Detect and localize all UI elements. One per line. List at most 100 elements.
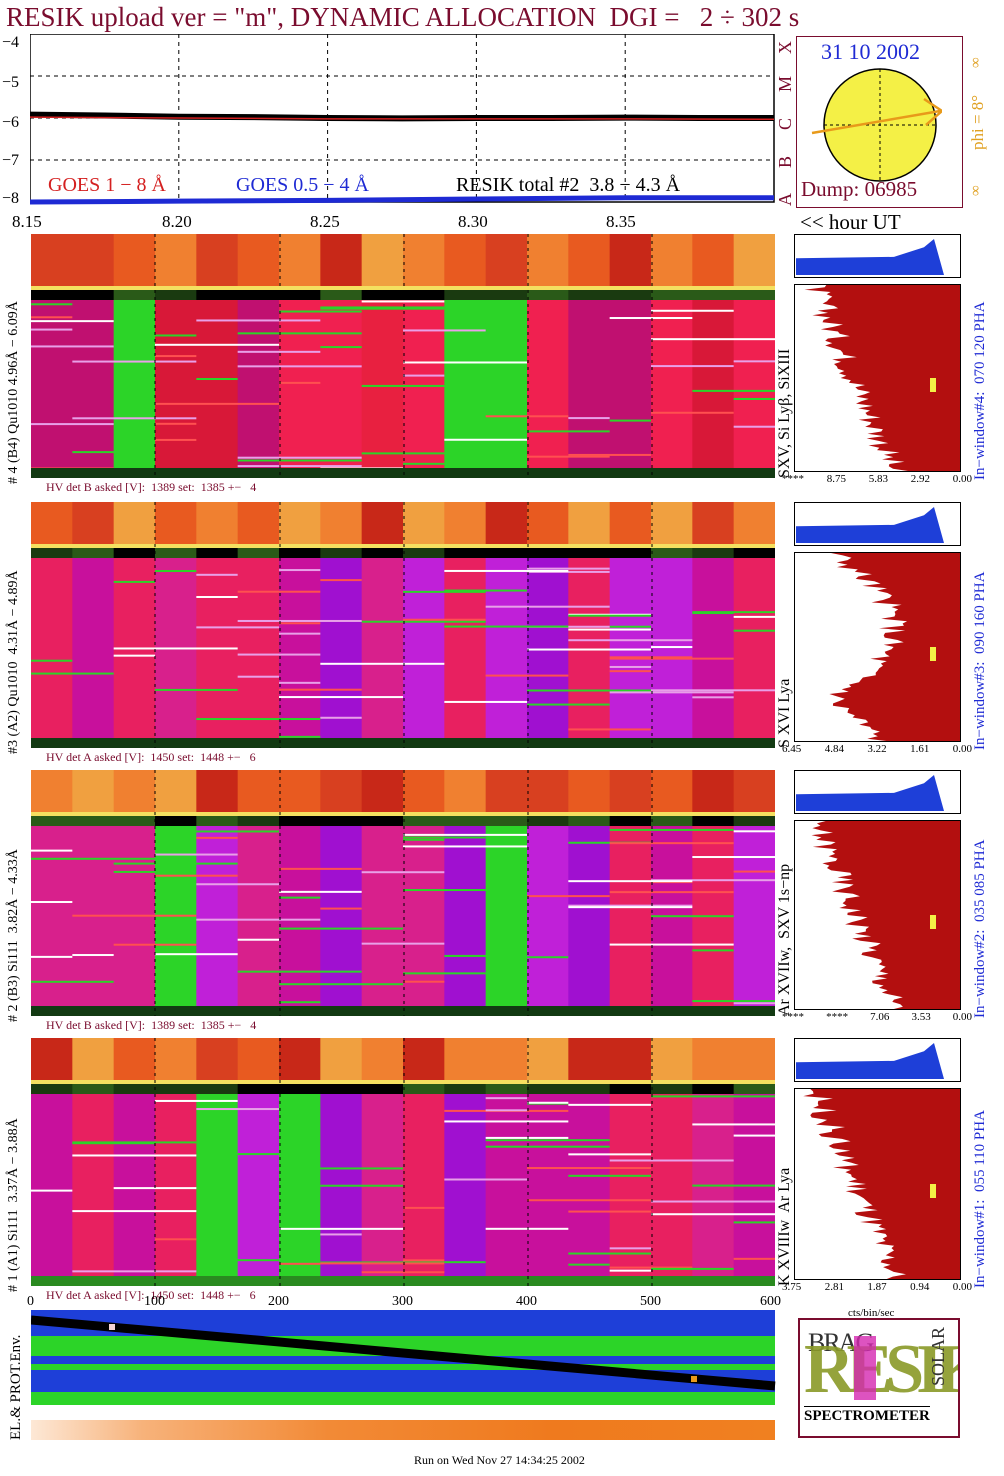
heatmap-cell: [692, 558, 735, 748]
heatmap-line: [403, 618, 486, 621]
heatmap-cell: [403, 234, 446, 286]
heatmap-cell: [651, 544, 694, 548]
heatmap-line: [609, 657, 734, 660]
heatmap-line: [72, 417, 197, 420]
heatmap-cell: [237, 826, 280, 1016]
heatmap-cell: [609, 816, 652, 826]
heatmap-line: [279, 927, 403, 930]
orange-gradient-strip: [31, 1420, 775, 1440]
heatmap-cell: [320, 816, 363, 826]
scale-tick: 0.94: [910, 1281, 930, 1293]
heatmap-cell: [692, 234, 735, 286]
heatmap-cell: [113, 290, 156, 300]
heatmap-line: [609, 1247, 651, 1250]
heatmap-cell: [733, 286, 775, 290]
heatmap-cell: [733, 558, 775, 748]
heatmap-line: [31, 849, 73, 852]
heatmap-cell: [155, 1084, 198, 1094]
heatmap-cell: [444, 544, 487, 548]
scale-tick: 8.75: [826, 473, 846, 485]
heatmap-line: [113, 862, 238, 865]
heatmap-line: [155, 874, 238, 877]
heatmap-cell: [403, 286, 446, 290]
heatmap-cell: [568, 1038, 611, 1080]
heatmap-cell: [279, 812, 322, 816]
heatmap-line: [279, 696, 403, 699]
heatmap-cell: [113, 234, 156, 286]
heatmap-cell: [609, 502, 652, 544]
heatmap-cell: [651, 812, 694, 816]
heatmap-cell: [609, 826, 652, 1016]
in-window-label: In−window#1: 055 110 PHA: [972, 1110, 988, 1288]
heatmap-line: [403, 1206, 445, 1209]
heatmap-line: [651, 1200, 775, 1203]
heatmap-line: [527, 895, 610, 898]
heatmap-cell: [361, 812, 404, 816]
heatmap-line: [279, 688, 362, 691]
yellow-marker: [930, 378, 936, 392]
heatmap-cell: [568, 558, 611, 748]
heatmap-cell: [155, 502, 198, 544]
heatmap-line: [568, 453, 651, 456]
heatmap-cell: [733, 544, 775, 548]
heatmap-cell: [196, 286, 239, 290]
heatmap-line: [196, 378, 238, 381]
heatmap-line: [155, 570, 197, 573]
pha-histogram: [794, 234, 961, 278]
heatmap-cell: [485, 812, 528, 816]
heatmap-line: [320, 1233, 362, 1236]
heatmap-cell: [361, 1080, 404, 1084]
heatmap-line: [361, 620, 486, 623]
heatmap-cell: [320, 544, 363, 548]
heatmap-line: [733, 1257, 775, 1260]
class-letter: X: [775, 41, 795, 54]
heatmap-line: [31, 980, 114, 983]
heatmap-cell: [568, 300, 611, 478]
heatmap-cell: [279, 548, 322, 558]
cts-unit-label: cts/bin/sec: [848, 1307, 895, 1319]
heatmap-cell: [196, 290, 239, 300]
heatmap-cell: [113, 1080, 156, 1084]
heatmap-cell: [485, 1084, 528, 1094]
heatmap-line: [609, 1269, 651, 1272]
heatmap-line: [609, 691, 734, 694]
heatmap-cell: [361, 544, 404, 548]
heatmap-cell: [72, 300, 115, 478]
heatmap-cell: [72, 1094, 115, 1286]
heatmap-line: [692, 1123, 775, 1126]
top-y-tick: −5: [2, 74, 20, 91]
heatmap-cell: [733, 502, 775, 544]
in-window-label: In−window#3: 090 160 PHA: [972, 571, 988, 750]
heatmap-line: [31, 1189, 73, 1192]
phi-mark: ∞: [968, 185, 984, 196]
heatmap-line: [320, 307, 445, 310]
heatmap-cell: [444, 1038, 487, 1080]
heatmap-line: [403, 361, 527, 364]
heatmap-line: [72, 914, 197, 917]
heatmap-line: [692, 1184, 775, 1187]
heatmap-line: [403, 329, 486, 332]
heatmap-cell: [485, 1080, 528, 1084]
heatmap-cell: [609, 1038, 652, 1080]
heatmap-line: [568, 1252, 651, 1255]
scale-tick: 3.75: [782, 1281, 802, 1293]
heatmap-line: [196, 319, 321, 322]
x-unit-label: << hour UT: [800, 210, 901, 234]
heatmap-line: [527, 455, 610, 458]
heatmap-line: [320, 346, 362, 349]
scale-tick: ****: [782, 473, 804, 485]
heatmap-line: [527, 1167, 651, 1170]
heatmap-cell: [609, 558, 652, 748]
pha-fill: [796, 1043, 944, 1079]
heatmap-cell: [568, 286, 611, 290]
heatmap-line: [196, 883, 279, 886]
heatmap-line: [72, 1270, 197, 1273]
heatmap-line: [527, 430, 610, 433]
heatmap-line: [196, 595, 238, 598]
in-window-label: In−window#2: 035 085 PHA: [972, 839, 988, 1018]
heatmap-line: [72, 451, 155, 454]
heatmap-cell: [320, 1080, 363, 1084]
heatmap-line: [237, 590, 321, 593]
heatmap-cell: [485, 548, 528, 558]
heatmap-cell: [196, 812, 239, 816]
